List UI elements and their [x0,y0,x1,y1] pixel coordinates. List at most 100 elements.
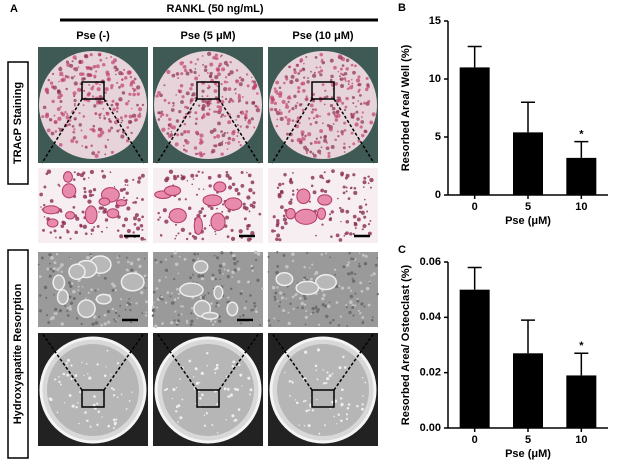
texture [66,309,69,313]
stain [311,73,317,78]
cell [291,189,295,193]
cell [88,193,93,198]
y-tick-label: 0.04 [420,311,442,323]
texture [186,321,189,324]
bar [459,289,490,428]
zoom-box [311,81,335,100]
texture [175,287,179,291]
stain [196,152,200,155]
stain [299,60,303,63]
stain [321,83,325,87]
texture [38,275,42,279]
stain [311,108,315,111]
texture [53,261,57,265]
cell [101,174,107,179]
texture [135,302,138,305]
texture [310,313,312,316]
texture [154,258,158,262]
cell [49,199,54,203]
texture [275,270,279,275]
texture [192,258,196,262]
stain [100,95,103,98]
stain [275,80,280,85]
stain [64,75,68,78]
texture [217,304,220,307]
cell [331,169,335,173]
texture [173,319,176,322]
stain [182,144,185,147]
stain [325,95,329,99]
stain [293,70,297,75]
texture [359,281,363,285]
stain [303,145,308,150]
texture [94,289,97,292]
cell [42,203,46,207]
column-label: Pse (-) [76,30,110,42]
texture [158,279,161,283]
pit [338,366,342,370]
cell [79,223,83,227]
bar [513,353,543,428]
osteoclast [98,197,111,206]
osteoclast [294,208,318,225]
texture [229,251,233,255]
texture [254,258,258,261]
stain [214,83,217,86]
stain [246,84,250,88]
stain [189,87,193,91]
stain [121,130,126,134]
cell [342,185,346,189]
cell [247,173,252,178]
cell [248,187,253,193]
texture [69,257,72,260]
cell [75,216,80,221]
stain [118,86,121,89]
texture [45,314,49,317]
texture [189,276,192,280]
pit [201,311,219,320]
stain [97,52,102,57]
texture [250,308,253,312]
cell [125,191,129,195]
stain [159,115,162,118]
pit [216,432,219,434]
stain [253,126,256,129]
pit [97,410,101,414]
stain [83,53,88,58]
osteoclast [202,194,223,207]
stain [118,97,123,102]
pit [318,432,321,435]
texture [90,288,93,291]
cell [240,171,244,174]
texture [177,272,180,275]
stain [136,85,141,90]
stain [231,137,236,142]
bar [459,67,490,195]
stain [61,112,66,117]
texture [207,292,210,295]
texture [137,257,141,262]
pit [78,422,80,425]
stain [89,128,92,131]
stain [291,107,295,111]
cell [338,238,343,242]
stain [270,97,275,102]
cell [82,171,86,175]
stain [345,67,349,71]
stain [228,100,231,104]
texture [159,260,163,264]
texture [98,315,101,318]
stain [189,102,192,105]
texture [273,295,276,299]
pit [364,381,367,384]
texture [85,297,87,299]
pit [342,355,345,359]
stain [332,110,336,115]
texture [218,264,223,268]
stain [137,107,143,112]
cell [337,197,339,200]
cell [89,169,95,175]
cell [367,231,372,236]
pit [112,427,115,430]
stain [201,103,206,109]
